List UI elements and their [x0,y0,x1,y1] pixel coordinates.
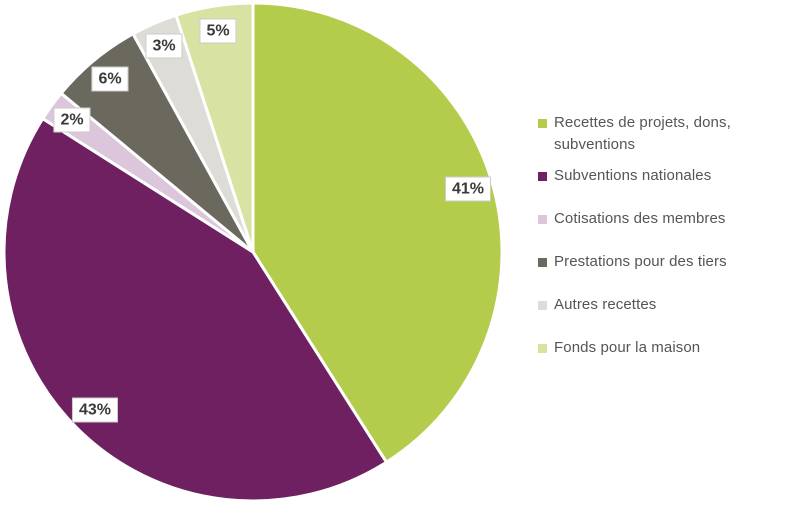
legend-item-fonds-maison[interactable]: Fonds pour la maison [538,337,790,359]
legend-label: Autres recettes [554,296,657,313]
slice-label-cotisations-membres: 2% [53,107,91,133]
slice-label-autres-recettes: 3% [145,33,183,59]
slice-label-fonds-maison: 5% [199,18,237,44]
legend-item-cotisations-membres[interactable]: Cotisations des membres [538,208,790,230]
pie-slice-fonds-maison[interactable] [174,1,255,254]
legend-item-recettes-projets[interactable]: Recettes de projets, dons, subventions [538,112,790,156]
chart-legend: Recettes de projets, dons, subventions Su… [538,112,790,380]
legend-swatch-icon [538,119,547,128]
legend-item-prestations-tiers[interactable]: Prestations pour des tiers [538,251,790,273]
legend-swatch-icon [538,215,547,224]
legend-label: Fonds pour la maison [554,339,701,356]
legend-label: Prestations pour des tiers [554,253,727,270]
legend-label: Cotisations des membres [554,210,726,227]
legend-label: Recettes de projets, dons, subventions [554,114,731,153]
slice-label-subventions-nationales: 43% [71,397,119,423]
slice-label-prestations-tiers: 6% [91,66,129,92]
legend-swatch-icon [538,344,547,353]
legend-swatch-icon [538,258,547,267]
legend-swatch-icon [538,172,547,181]
legend-item-autres-recettes[interactable]: Autres recettes [538,294,790,316]
legend-item-subventions-nationales[interactable]: Subventions nationales [538,165,790,187]
slice-label-recettes-projets: 41% [444,176,492,202]
pie-chart [2,1,504,503]
legend-label: Subventions nationales [554,167,712,184]
legend-swatch-icon [538,301,547,310]
